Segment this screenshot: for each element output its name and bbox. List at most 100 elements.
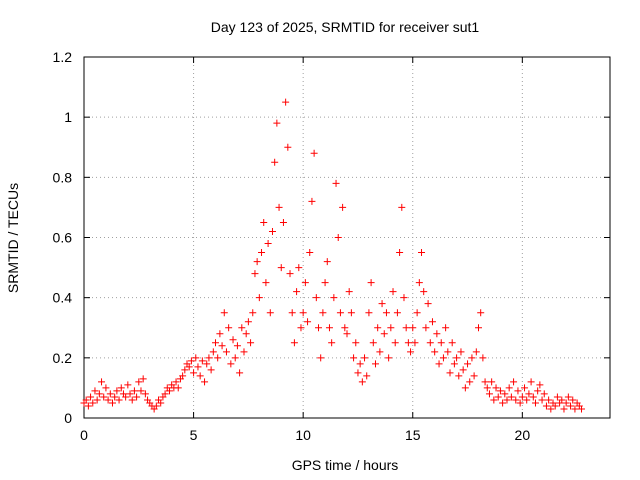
data-point xyxy=(492,384,500,392)
data-point xyxy=(464,360,472,368)
data-point xyxy=(510,378,518,386)
data-point xyxy=(483,384,491,392)
data-point xyxy=(244,318,252,326)
data-point xyxy=(407,348,415,356)
data-point xyxy=(571,405,579,413)
chart-title: Day 123 of 2025, SRMTID for receiver sut… xyxy=(211,19,480,35)
data-point xyxy=(196,372,204,380)
data-point xyxy=(420,288,428,296)
data-point xyxy=(345,288,353,296)
data-point xyxy=(431,348,439,356)
data-point xyxy=(501,390,509,398)
data-point xyxy=(413,309,421,317)
data-point xyxy=(534,387,542,395)
data-point xyxy=(540,390,548,398)
data-point xyxy=(115,396,123,404)
data-point xyxy=(275,203,283,211)
data-point xyxy=(198,357,206,365)
data-point xyxy=(365,309,373,317)
data-point xyxy=(249,309,257,317)
data-point xyxy=(185,363,193,371)
data-point xyxy=(334,234,342,241)
data-point xyxy=(271,158,279,166)
data-point xyxy=(536,381,544,389)
data-point xyxy=(207,366,215,374)
data-point xyxy=(516,399,524,407)
data-point xyxy=(569,396,577,404)
data-point xyxy=(336,309,344,317)
data-point xyxy=(521,384,529,392)
data-point xyxy=(350,354,358,362)
plot-frame xyxy=(83,56,611,419)
data-point xyxy=(396,249,404,257)
data-point xyxy=(507,393,515,401)
data-point xyxy=(428,318,436,326)
y-tick-label: 0.8 xyxy=(53,169,73,185)
data-point xyxy=(306,249,314,257)
x-tick-label: 15 xyxy=(405,427,421,443)
data-point xyxy=(89,399,97,407)
data-point xyxy=(352,339,360,347)
data-point xyxy=(400,294,408,302)
data-point xyxy=(264,240,272,248)
data-point xyxy=(578,405,586,413)
data-point xyxy=(238,324,246,332)
data-point xyxy=(475,324,482,332)
data-point xyxy=(242,330,250,338)
data-point xyxy=(341,324,349,332)
x-axis-label: GPS time / hours xyxy=(292,457,399,473)
data-point xyxy=(108,399,116,407)
data-point xyxy=(398,203,406,211)
data-point xyxy=(231,354,239,362)
data-point xyxy=(558,396,566,404)
data-point xyxy=(95,390,103,398)
data-point xyxy=(212,339,219,347)
data-point xyxy=(290,339,298,347)
y-tick-label: 0.6 xyxy=(53,230,73,246)
data-point xyxy=(117,384,125,392)
data-point xyxy=(135,378,143,386)
data-point xyxy=(415,279,423,287)
data-point xyxy=(424,300,432,308)
axis-ticks: 0 0.2 0.4 0.6 0.8 1 1.2 0 5 10 15 20 xyxy=(53,49,610,443)
data-point xyxy=(369,339,377,347)
data-point xyxy=(547,405,555,413)
data-point xyxy=(229,336,237,344)
data-point xyxy=(461,384,469,392)
data-point xyxy=(347,309,355,317)
data-point xyxy=(192,354,200,362)
data-point xyxy=(380,330,388,338)
data-point xyxy=(459,366,467,374)
data-points xyxy=(80,98,586,413)
data-point xyxy=(553,393,561,401)
data-point xyxy=(391,339,399,347)
data-point xyxy=(411,339,419,347)
data-point xyxy=(367,279,375,287)
data-point xyxy=(505,384,513,392)
data-point xyxy=(481,378,489,386)
data-point xyxy=(284,143,292,151)
data-point xyxy=(98,378,106,386)
data-point xyxy=(376,348,384,356)
data-point xyxy=(205,354,213,362)
x-tick-label: 10 xyxy=(295,427,311,443)
data-point xyxy=(361,354,369,362)
data-point xyxy=(179,372,187,380)
y-axis-label: SRMTID / TECUs xyxy=(5,183,21,293)
data-point xyxy=(564,393,572,401)
data-point xyxy=(472,348,480,356)
data-point xyxy=(496,387,504,395)
data-point xyxy=(106,390,114,398)
data-point xyxy=(253,258,261,266)
data-point xyxy=(330,294,338,302)
data-point xyxy=(374,324,382,332)
data-point xyxy=(545,396,553,404)
data-point xyxy=(321,279,329,287)
data-point xyxy=(418,249,426,257)
data-point xyxy=(393,309,401,317)
data-point xyxy=(93,396,101,404)
data-point xyxy=(453,354,461,362)
data-point xyxy=(332,179,340,187)
data-point xyxy=(527,378,535,386)
data-point xyxy=(124,381,132,389)
